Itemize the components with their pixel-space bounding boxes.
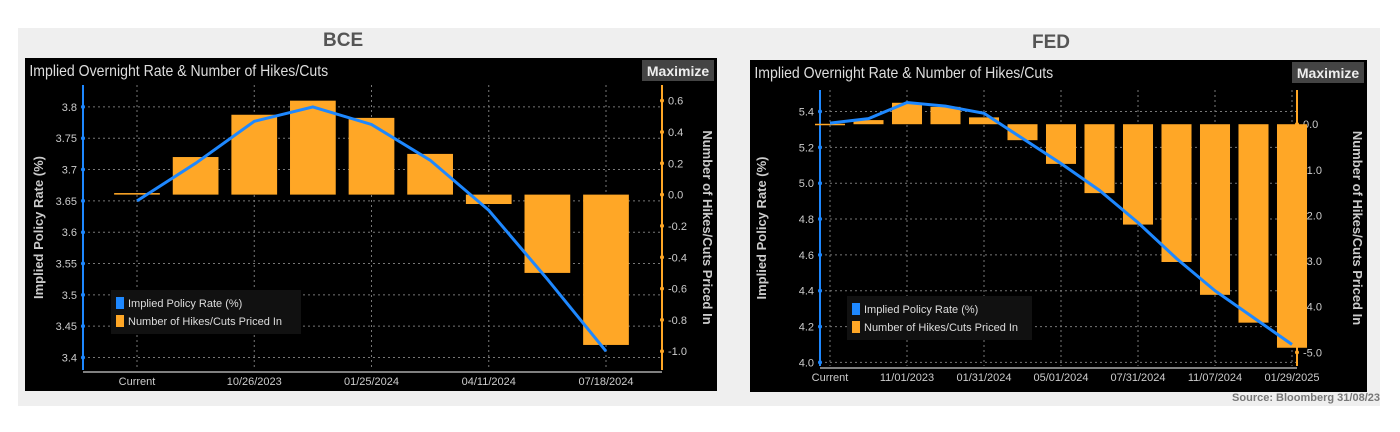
bar-hikes-cuts xyxy=(290,100,336,195)
legend-swatch-hikes xyxy=(116,315,124,327)
bar-hikes-cuts xyxy=(348,117,395,195)
y2-tick-label: -5.0 xyxy=(1303,347,1322,359)
y-tick-label: 3.7 xyxy=(62,165,77,177)
y-tick-label: 5.2 xyxy=(799,142,814,154)
legend-swatch-hikes xyxy=(852,321,860,333)
line-policy-rate xyxy=(136,105,608,353)
chart-background xyxy=(750,60,1367,392)
y-axis-title: Implied Policy Rate (%) xyxy=(754,156,769,299)
y-tick-label: 3.5 xyxy=(62,290,77,302)
y-tick-label: 4.4 xyxy=(799,286,814,298)
y2-tick-label: -0.4 xyxy=(668,252,687,264)
y-tick-label: 4.0 xyxy=(799,357,814,369)
y-tick-label: 3.55 xyxy=(56,259,77,271)
y2-tick-label: -1.0 xyxy=(1303,165,1322,177)
y2-tick-label: -1.0 xyxy=(668,346,687,358)
y-tick-label: 3.65 xyxy=(56,196,77,208)
x-tick-label: 11/01/2023 xyxy=(880,372,934,384)
legend-label-hikes: Number of Hikes/Cuts Priced In xyxy=(128,316,282,328)
y2-axis-title: Number of Hikes/Cuts Priced In xyxy=(1350,131,1365,325)
y2-tick-label: 0.4 xyxy=(668,127,683,139)
y2-tick-label: -0.2 xyxy=(668,221,687,233)
maximize-button-label[interactable]: Maximize xyxy=(647,63,709,79)
bar-hikes-cuts xyxy=(891,102,923,125)
x-tick-label: 04/11/2024 xyxy=(462,376,516,388)
chart-title: Implied Overnight Rate & Number of Hikes… xyxy=(29,62,328,80)
maximize-button[interactable] xyxy=(1292,62,1364,83)
y-tick-label: 3.8 xyxy=(62,102,77,114)
bar-hikes-cuts xyxy=(853,120,884,125)
x-tick-label: 01/29/2025 xyxy=(1264,372,1319,384)
y2-tick-label: -0.6 xyxy=(668,284,687,296)
x-tick-label: 07/18/2024 xyxy=(578,376,633,388)
legend xyxy=(111,290,301,334)
x-tick-label: 05/01/2024 xyxy=(1033,372,1088,384)
y2-tick-label: -4.0 xyxy=(1303,302,1322,314)
fed-chart: Implied Overnight Rate & Number of Hikes… xyxy=(750,60,1367,392)
maximize-button[interactable] xyxy=(642,60,714,81)
bar-hikes-cuts xyxy=(231,114,278,195)
y2-tick-label: 0.2 xyxy=(668,158,683,170)
y2-tick-label: 0.0 xyxy=(668,190,683,202)
line-policy-rate xyxy=(829,101,1293,346)
y2-axis-title: Number of Hikes/Cuts Priced In xyxy=(700,130,715,324)
fed-heading: FED xyxy=(1032,32,1070,53)
x-tick-label: 01/31/2024 xyxy=(956,372,1011,384)
bar-hikes-cuts xyxy=(814,123,846,126)
source-note: Source: Bloomberg 31/08/23 xyxy=(1232,392,1380,404)
chart-title: Implied Overnight Rate & Number of Hikes… xyxy=(754,64,1053,82)
legend-swatch-rate xyxy=(116,297,124,309)
legend xyxy=(847,296,1032,340)
y-axis-title: Implied Policy Rate (%) xyxy=(31,156,46,299)
y2-tick-label: 0.6 xyxy=(668,96,683,108)
x-tick-label: 10/26/2023 xyxy=(227,376,282,388)
y-tick-label: 4.8 xyxy=(799,214,814,226)
legend-label-hikes: Number of Hikes/Cuts Priced In xyxy=(864,322,1018,334)
bar-hikes-cuts xyxy=(1007,124,1038,141)
y-tick-label: 3.75 xyxy=(56,133,77,145)
x-tick-label: Current xyxy=(812,372,849,384)
bar-hikes-cuts xyxy=(1122,124,1154,225)
y-tick-label: 3.4 xyxy=(62,352,77,364)
y2-tick-label: -0.8 xyxy=(668,315,687,327)
maximize-button-label[interactable]: Maximize xyxy=(1297,65,1359,81)
legend-label-rate: Implied Policy Rate (%) xyxy=(864,304,978,316)
bar-hikes-cuts xyxy=(583,194,629,345)
bar-hikes-cuts xyxy=(930,106,961,125)
y-tick-label: 4.6 xyxy=(799,250,814,262)
bce-chart: Implied Overnight Rate & Number of Hikes… xyxy=(25,58,717,391)
y-tick-label: 4.2 xyxy=(799,322,814,334)
legend-label-rate: Implied Policy Rate (%) xyxy=(128,298,242,310)
y-tick-label: 5.0 xyxy=(799,178,814,190)
bar-hikes-cuts xyxy=(1161,124,1192,262)
bar-hikes-cuts xyxy=(114,193,160,195)
legend-swatch-rate xyxy=(852,303,860,315)
y-tick-label: 5.4 xyxy=(799,107,814,119)
y-tick-label: 3.6 xyxy=(62,227,77,239)
y-tick-label: 3.45 xyxy=(56,321,77,333)
x-tick-label: Current xyxy=(119,376,156,388)
x-tick-label: 01/25/2024 xyxy=(344,376,399,388)
y2-tick-label: -2.0 xyxy=(1303,210,1322,222)
bar-hikes-cuts xyxy=(1199,124,1231,295)
y2-tick-label: -3.0 xyxy=(1303,256,1322,268)
bar-hikes-cuts xyxy=(1276,124,1308,348)
x-tick-label: 11/07/2024 xyxy=(1188,372,1242,384)
bce-heading: BCE xyxy=(323,30,364,51)
bar-hikes-cuts xyxy=(1238,124,1269,323)
x-tick-label: 07/31/2024 xyxy=(1110,372,1165,384)
bar-hikes-cuts xyxy=(465,194,512,205)
bar-hikes-cuts xyxy=(968,117,1000,125)
